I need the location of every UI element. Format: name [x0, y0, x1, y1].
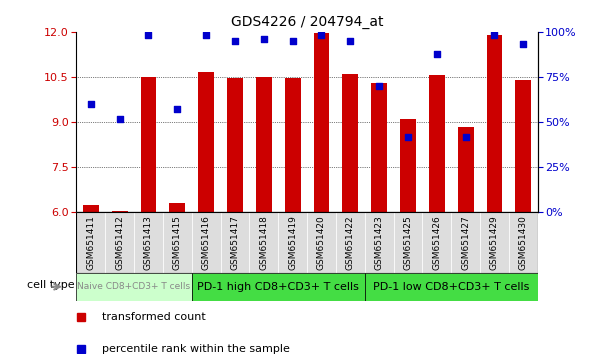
- Text: GSM651419: GSM651419: [288, 215, 297, 270]
- Point: [259, 36, 269, 42]
- Bar: [429, 75, 445, 212]
- Bar: [192, 212, 221, 273]
- Bar: [169, 204, 185, 212]
- Bar: [451, 212, 480, 273]
- Bar: [256, 77, 272, 212]
- Bar: [83, 205, 99, 212]
- Text: GSM651413: GSM651413: [144, 215, 153, 270]
- Text: GSM651417: GSM651417: [230, 215, 240, 270]
- Point: [172, 107, 182, 112]
- Bar: [336, 212, 365, 273]
- Point: [374, 83, 384, 89]
- Text: GSM651418: GSM651418: [259, 215, 268, 270]
- Bar: [198, 73, 214, 212]
- Bar: [400, 119, 416, 212]
- Bar: [76, 212, 105, 273]
- Title: GDS4226 / 204794_at: GDS4226 / 204794_at: [231, 16, 383, 29]
- Bar: [365, 212, 393, 273]
- Bar: [227, 79, 243, 212]
- Bar: [342, 74, 358, 212]
- Point: [316, 33, 326, 38]
- Bar: [393, 212, 422, 273]
- Point: [201, 33, 211, 38]
- Text: GSM651427: GSM651427: [461, 215, 470, 270]
- Point: [288, 38, 298, 44]
- Bar: [112, 211, 128, 212]
- Bar: [141, 77, 156, 212]
- Text: GSM651430: GSM651430: [519, 215, 528, 270]
- Bar: [163, 212, 192, 273]
- Text: GSM651415: GSM651415: [173, 215, 182, 270]
- Point: [230, 38, 240, 44]
- Bar: [313, 33, 329, 212]
- Bar: [509, 212, 538, 273]
- Text: transformed count: transformed count: [102, 312, 205, 322]
- Point: [86, 101, 96, 107]
- Text: GSM651423: GSM651423: [375, 215, 384, 270]
- Text: GSM651429: GSM651429: [490, 215, 499, 270]
- Bar: [76, 273, 192, 301]
- Point: [345, 38, 355, 44]
- Text: GSM651420: GSM651420: [317, 215, 326, 270]
- Text: Naive CD8+CD3+ T cells: Naive CD8+CD3+ T cells: [78, 282, 191, 291]
- Text: GSM651416: GSM651416: [202, 215, 211, 270]
- Text: GSM651425: GSM651425: [403, 215, 412, 270]
- Text: GSM651422: GSM651422: [346, 215, 355, 270]
- Bar: [307, 212, 336, 273]
- Bar: [486, 35, 502, 212]
- Bar: [458, 127, 474, 212]
- Text: percentile rank within the sample: percentile rank within the sample: [102, 344, 290, 354]
- Point: [432, 51, 442, 56]
- Bar: [134, 212, 163, 273]
- Point: [144, 33, 153, 38]
- Point: [461, 134, 470, 139]
- Text: PD-1 high CD8+CD3+ T cells: PD-1 high CD8+CD3+ T cells: [197, 282, 359, 292]
- Bar: [371, 83, 387, 212]
- Bar: [249, 212, 278, 273]
- Bar: [285, 79, 301, 212]
- Bar: [221, 212, 249, 273]
- Bar: [422, 212, 451, 273]
- Text: GSM651411: GSM651411: [86, 215, 95, 270]
- Bar: [365, 273, 538, 301]
- Point: [518, 42, 528, 47]
- Text: GSM651412: GSM651412: [115, 215, 124, 270]
- Bar: [278, 212, 307, 273]
- Point: [115, 116, 125, 121]
- Bar: [192, 273, 365, 301]
- Text: cell type: cell type: [27, 280, 75, 290]
- Text: PD-1 low CD8+CD3+ T cells: PD-1 low CD8+CD3+ T cells: [373, 282, 529, 292]
- Text: GSM651426: GSM651426: [432, 215, 441, 270]
- Point: [403, 134, 413, 139]
- Point: [489, 33, 499, 38]
- Bar: [515, 80, 531, 212]
- Bar: [480, 212, 509, 273]
- Bar: [105, 212, 134, 273]
